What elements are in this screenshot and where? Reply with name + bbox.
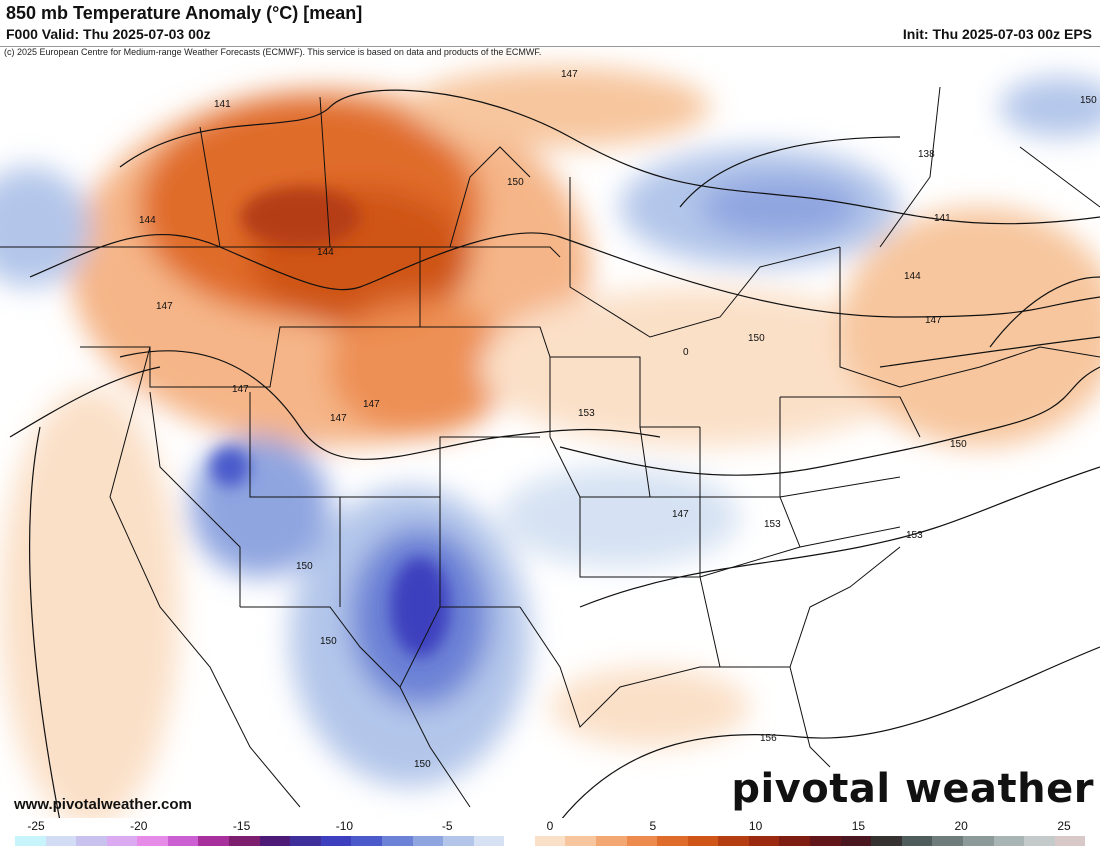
- contour-labels: 141 144 144 147 147 147 147 147 150 150 …: [139, 69, 1097, 770]
- colorbar-tick-label: -20: [130, 819, 148, 833]
- contour-label: 150: [507, 177, 524, 188]
- colorbar-tick-label: 25: [1057, 819, 1071, 833]
- colorbar: -25 -20 -15 -10 -5 0 5 10 15 20 25: [0, 818, 1100, 850]
- contour-label: 153: [578, 408, 595, 419]
- contour-label: 153: [764, 519, 781, 530]
- weather-map[interactable]: 141 144 144 147 147 147 147 147 150 150 …: [0, 46, 1100, 821]
- contour-label: 150: [320, 636, 337, 647]
- colorbar-swatch: [198, 836, 230, 846]
- colorbar-swatch: [443, 836, 474, 846]
- contour-label: 150: [414, 759, 431, 770]
- colorbar-swatch: [15, 836, 46, 846]
- contour-label: 147: [330, 413, 347, 424]
- colorbar-swatch: [381, 836, 413, 846]
- colorbar-swatch: [1024, 836, 1055, 846]
- colorbar-swatch: [993, 836, 1025, 846]
- init-time: Init: Thu 2025-07-03 00z EPS: [902, 26, 1092, 42]
- colorbar-swatch: [412, 836, 444, 846]
- contour-label: 150: [950, 439, 967, 450]
- anomaly-shading: [0, 67, 1100, 821]
- colorbar-tick-label: 0: [546, 819, 554, 833]
- contour-label: 144: [904, 271, 921, 282]
- contour-label: 153: [906, 530, 923, 541]
- brand-logo: pivotal weather: [731, 766, 1094, 812]
- contour-label: 138: [918, 149, 935, 160]
- valid-time: F000 Valid: Thu 2025-07-03 00z: [6, 26, 211, 42]
- colorbar-swatch: [351, 836, 382, 846]
- colorbar-swatch: [290, 836, 321, 846]
- colorbar-swatch: [167, 836, 199, 846]
- contour-label: 150: [296, 561, 313, 572]
- colorbar-swatch: [779, 836, 811, 846]
- colorbar-tick-label: -10: [335, 819, 354, 833]
- colorbar-swatch: [229, 836, 260, 846]
- contour-label: 144: [317, 247, 334, 258]
- colorbar-scale: [15, 836, 1086, 846]
- height-contours: [9, 89, 1100, 821]
- contour-label: 147: [672, 509, 689, 520]
- contour-label: 147: [561, 69, 578, 80]
- colorbar-tick-label: -25: [27, 819, 45, 833]
- colorbar-tick-label: 10: [748, 819, 763, 833]
- colorbar-swatch: [932, 836, 963, 846]
- map-title: 850 mb Temperature Anomaly (°C) [mean]: [6, 3, 363, 23]
- contour-label: 147: [156, 301, 173, 312]
- colorbar-swatch: [565, 836, 596, 846]
- header: 850 mb Temperature Anomaly (°C) [mean] F…: [0, 0, 1100, 46]
- copyright-notice: (c) 2025 European Centre for Medium-rang…: [4, 47, 542, 57]
- contour-label: 141: [214, 99, 231, 110]
- contour-label: 147: [925, 315, 942, 326]
- contour-label: 150: [748, 333, 765, 344]
- contour-label: 150: [1080, 95, 1097, 106]
- colorbar-swatch: [320, 836, 352, 846]
- colorbar-swatch: [901, 836, 933, 846]
- colorbar-swatch: [810, 836, 841, 846]
- boundaries: [0, 86, 1100, 808]
- contour-label: 144: [139, 215, 156, 226]
- contour-label: 147: [363, 399, 380, 410]
- colorbar-swatch: [962, 836, 994, 846]
- colorbar-swatch: [748, 836, 780, 846]
- contour-label: 0: [683, 347, 689, 358]
- colorbar-swatch: [473, 836, 505, 846]
- colorbar-swatch: [137, 836, 168, 846]
- colorbar-tick-label: -15: [232, 819, 251, 833]
- colorbar-tick-label: -5: [441, 819, 453, 833]
- contour-label: 156: [760, 733, 777, 744]
- colorbar-swatch: [840, 836, 872, 846]
- map-canvas: 141 144 144 147 147 147 147 147 150 150 …: [0, 47, 1100, 821]
- colorbar-swatch: [626, 836, 658, 846]
- colorbar-swatch: [657, 836, 688, 846]
- colorbar-tick-label: 20: [954, 819, 968, 833]
- colorbar-swatch: [504, 836, 535, 846]
- colorbar-labels: -25 -20 -15 -10 -5 0 5 10 15 20 25: [0, 818, 1100, 834]
- colorbar-swatch: [534, 836, 566, 846]
- colorbar-tick-label: 15: [851, 819, 866, 833]
- contour-label: 141: [934, 213, 951, 224]
- colorbar-swatch: [1054, 836, 1086, 846]
- colorbar-swatch: [106, 836, 138, 846]
- colorbar-tick-label: 5: [649, 819, 657, 833]
- colorbar-swatch: [259, 836, 291, 846]
- colorbar-swatch: [45, 836, 77, 846]
- colorbar-swatch: [871, 836, 902, 846]
- colorbar-swatch: [687, 836, 719, 846]
- site-url[interactable]: www.pivotalweather.com: [14, 796, 192, 813]
- contour-label: 147: [232, 384, 249, 395]
- colorbar-swatch: [595, 836, 627, 846]
- colorbar-swatch: [76, 836, 107, 846]
- colorbar-swatch: [718, 836, 749, 846]
